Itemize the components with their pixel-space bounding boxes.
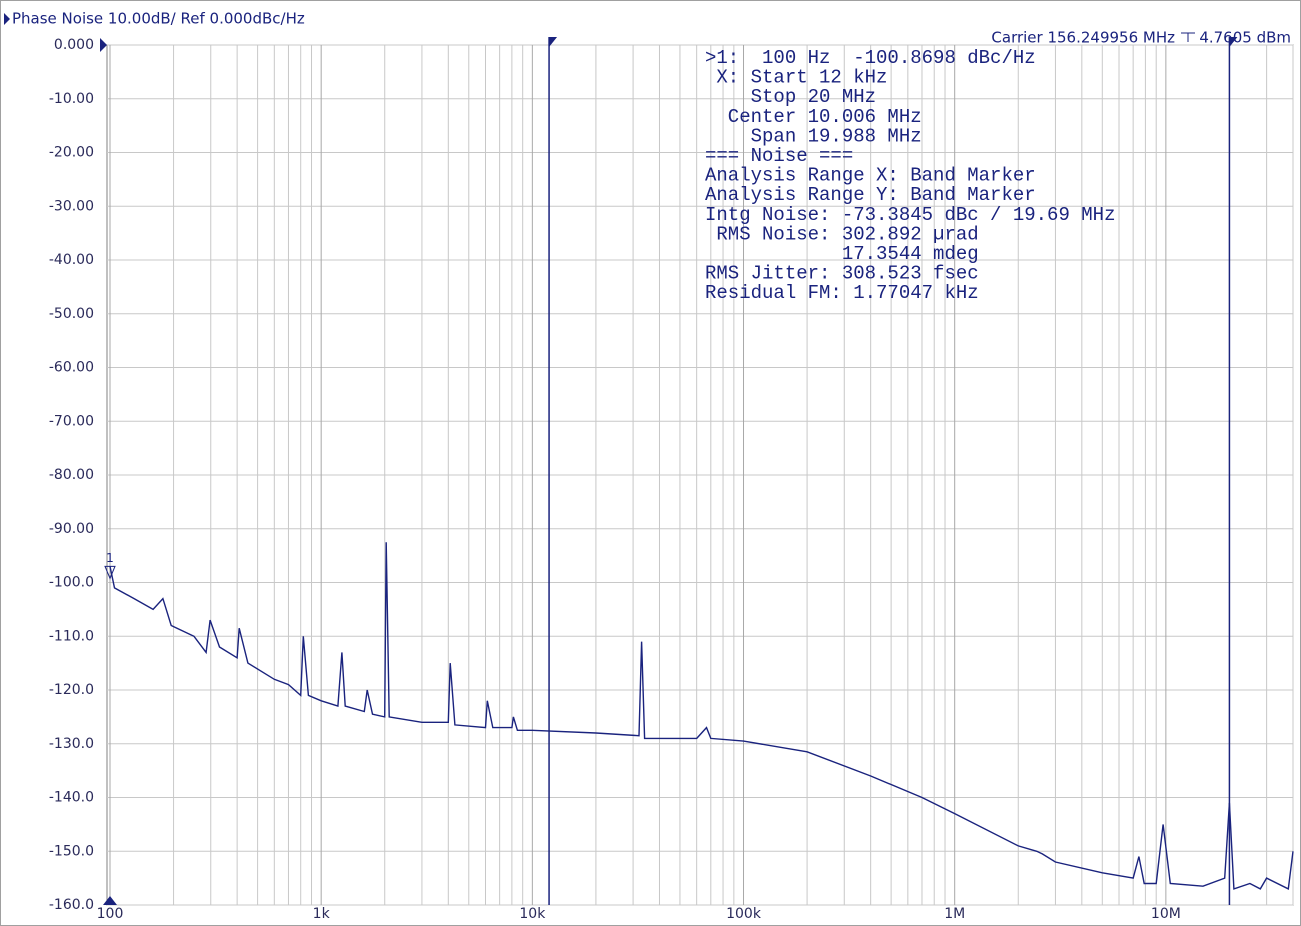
- carrier-power: 4.7605 dBm: [1199, 29, 1291, 47]
- marker-info: 17.3544 mdeg: [705, 243, 979, 265]
- marker-info: Center 10.006 MHz: [705, 106, 922, 128]
- marker-info: === Noise ===: [705, 145, 853, 167]
- x-tick-label: 100k: [726, 906, 762, 922]
- y-tick-label: -120.0: [49, 682, 94, 698]
- marker-symbol: [104, 565, 116, 580]
- y-tick-label: -10.00: [49, 91, 94, 107]
- y-tick-label: -90.00: [49, 521, 94, 537]
- marker-info: RMS Noise: 302.892 µrad: [705, 223, 979, 245]
- x-tick-label: 1M: [944, 906, 965, 922]
- marker-info: Analysis Range X: Band Marker: [705, 165, 1036, 187]
- y-tick-label: -80.00: [49, 467, 94, 483]
- y-tick-label: 0.000: [54, 37, 94, 53]
- y-tick-label: -150.0: [49, 843, 94, 859]
- marker-info: Stop 20 MHz: [705, 86, 876, 108]
- title-icon: [4, 13, 10, 25]
- marker-info: Residual FM: 1.77047 kHz: [705, 282, 979, 304]
- y-tick-label: -100.0: [49, 575, 94, 591]
- marker-info: X: Start 12 kHz: [705, 67, 887, 89]
- x-tick-label: 10k: [519, 906, 546, 922]
- x-tick-label: 1k: [313, 906, 331, 922]
- y-tick-label: -30.00: [49, 198, 94, 214]
- carrier-label: Carrier 156.249956 MHz: [991, 29, 1175, 47]
- trace-line: [109, 542, 1294, 890]
- marker-label: 1: [106, 551, 114, 565]
- marker-info: Intg Noise: -73.3845 dBc / 19.69 MHz: [705, 204, 1115, 226]
- x-tick-label: 10M: [1151, 906, 1181, 922]
- y-tick-label: -130.0: [49, 736, 94, 752]
- y-tick-label: -110.0: [49, 628, 94, 644]
- y-tick-label: -20.00: [49, 145, 94, 161]
- x-tick-label: 100: [97, 906, 124, 922]
- ref-marker: [100, 38, 107, 52]
- y-tick-label: -70.00: [49, 413, 94, 429]
- y-tick-label: -60.00: [49, 360, 94, 376]
- y-tick-label: -160.0: [49, 897, 94, 913]
- chart-title: Phase Noise 10.00dB/ Ref 0.000dBc/Hz: [12, 10, 305, 28]
- y-tick-label: -140.0: [49, 790, 94, 806]
- y-tick-label: -40.00: [49, 252, 94, 268]
- marker-info: Span 19.988 MHz: [705, 125, 922, 147]
- start-marker: [103, 896, 117, 905]
- y-tick-label: -50.00: [49, 306, 94, 322]
- marker-info: RMS Jitter: 308.523 fsec: [705, 263, 979, 285]
- band-marker-flag: [549, 37, 558, 47]
- band-marker-flag: [1229, 37, 1238, 47]
- marker-info: Analysis Range Y: Band Marker: [705, 184, 1036, 206]
- marker-info: >1: 100 Hz -100.8698 dBc/Hz: [705, 47, 1036, 69]
